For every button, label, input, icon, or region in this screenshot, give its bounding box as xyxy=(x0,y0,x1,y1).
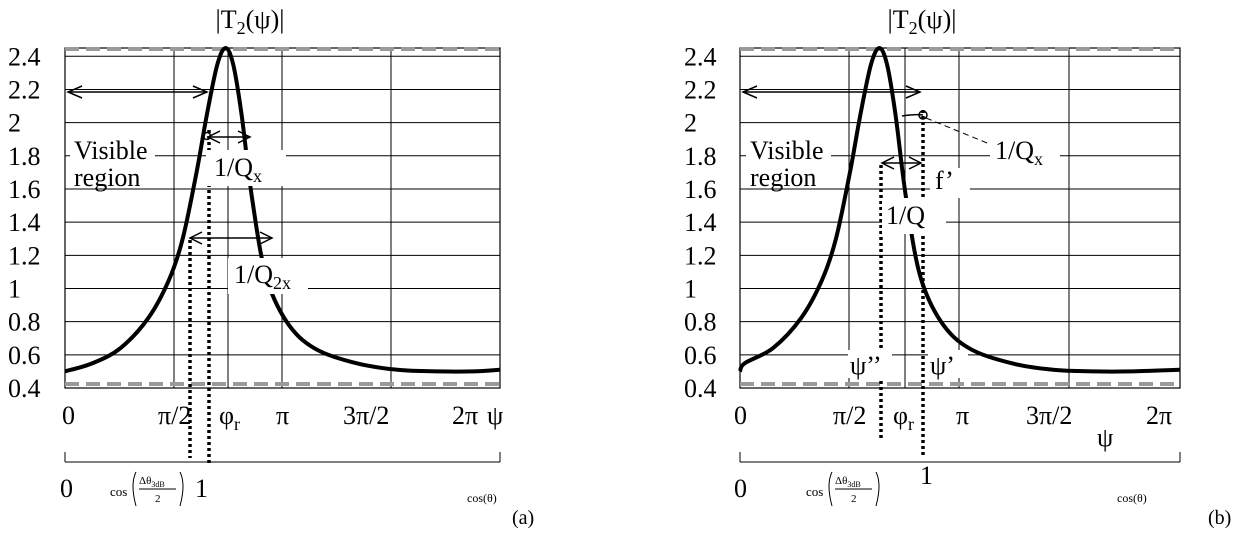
cos-tick-0-b: 0 xyxy=(734,474,747,503)
y-tick-label-b-8: 0.8 xyxy=(684,308,717,337)
y-tick-label-a-1: 2.2 xyxy=(8,75,41,104)
y-tick-label-a-4: 1.6 xyxy=(8,175,41,204)
svg-text:cos: cos xyxy=(806,484,823,499)
y-tick-label-b-0: 2.4 xyxy=(684,42,717,71)
cos-tick-1-a: 1 xyxy=(195,474,208,503)
q-x-label-a: 1/Qx xyxy=(214,153,262,186)
label-bg-qx-b xyxy=(990,134,1060,164)
x-axis-label-a: ψ xyxy=(487,401,503,430)
label-bg-visible-b xyxy=(746,132,831,188)
y-tick-label-a-3: 1.8 xyxy=(8,142,41,171)
y-tick-label-a-0: 2.4 xyxy=(8,42,41,71)
label-bg-psi1-b xyxy=(928,350,968,378)
y-tick-label-b-6: 1.2 xyxy=(684,241,717,270)
title-a: |T2(ψ)| xyxy=(216,5,285,38)
cos-axis-a xyxy=(64,452,501,463)
y-tick-label-a-8: 0.8 xyxy=(8,308,41,337)
x-tick-2pi-a: 2π xyxy=(452,401,478,430)
panel-a: |T2(ψ)| 2.4 2.2 2 1.8 1.6 1.4 1.2 1 0.8 0.6 0.4 Vi… xyxy=(8,5,534,529)
label-bg-qx-a xyxy=(206,150,286,186)
cos-axis-b xyxy=(739,452,1181,463)
visible-label-a: Visible xyxy=(74,136,148,165)
x-tick-0-b: 0 xyxy=(734,401,747,430)
qx-leader-line-b xyxy=(925,117,993,146)
panel-label-b: (b) xyxy=(1208,507,1231,529)
y-tick-label-b-3: 1.8 xyxy=(684,142,717,171)
x-tick-2pi-b: 2π xyxy=(1146,401,1172,430)
cos-axis-label-b: cos(θ) xyxy=(1117,491,1147,505)
y-tick-label-a-10: 0.4 xyxy=(8,374,41,403)
response-curve-a xyxy=(64,45,501,374)
x-tick-phir-b: φr xyxy=(893,401,914,434)
marker-curve-b xyxy=(901,113,924,117)
psi-double-prime-label-b: ψ’’ xyxy=(850,351,882,380)
x-tick-3pi2-a: 3π/2 xyxy=(343,401,389,430)
arrows-a xyxy=(66,85,274,245)
x-tick-pi2-b: π/2 xyxy=(833,401,866,430)
cos-delta-label-a: cos Δθ3dB 2 xyxy=(110,471,184,507)
y-tick-label-a-6: 1.2 xyxy=(8,241,41,270)
svg-text:2: 2 xyxy=(851,493,857,505)
y-tick-labels-b: 2.4 2.2 2 1.8 1.6 1.4 1.2 1 0.8 0.6 0.4 xyxy=(684,42,717,403)
y-tick-label-a-7: 1 xyxy=(8,274,21,303)
visible-label-b: Visible xyxy=(750,136,824,165)
svg-text:Δθ3dB: Δθ3dB xyxy=(139,475,165,489)
f-prime-label-b: f’ xyxy=(935,166,954,195)
panel-b: |T2(ψ)| 2.4 2.2 2 1.8 1.6 1.4 1.2 1 0.8 0.6 0.4 Vi… xyxy=(684,5,1231,529)
svg-text:cos: cos xyxy=(110,484,127,499)
q-2x-label-a: 1/Q2x xyxy=(234,260,291,293)
q-label-b: 1/Q xyxy=(886,201,925,230)
y-tick-label-a-2: 2 xyxy=(8,109,21,138)
y-tick-label-b-1: 2.2 xyxy=(684,75,717,104)
label-bg-q2x-a xyxy=(228,258,308,294)
y-tick-label-b-2: 2 xyxy=(684,109,697,138)
y-tick-label-a-9: 0.6 xyxy=(8,341,41,370)
region-label-a: region xyxy=(74,163,140,192)
x-tick-pi-b: π xyxy=(956,401,969,430)
svg-text:2: 2 xyxy=(155,493,161,505)
y-tick-label-b-5: 1.4 xyxy=(684,208,717,237)
grid-b xyxy=(740,48,1181,389)
x-tick-pi2-a: π/2 xyxy=(158,401,191,430)
cos-delta-label-b: cos Δθ3dB 2 xyxy=(806,471,880,507)
y-tick-label-b-9: 0.6 xyxy=(684,341,717,370)
arrows-b xyxy=(741,85,923,170)
cos-tick-1-b: 1 xyxy=(920,461,933,490)
response-curve-b xyxy=(738,45,1181,374)
y-tick-label-a-5: 1.4 xyxy=(8,208,41,237)
x-tick-0-a: 0 xyxy=(62,401,75,430)
cos-axis-label-a: cos(θ) xyxy=(467,491,497,505)
x-tick-3pi2-b: 3π/2 xyxy=(1026,401,1072,430)
y-tick-labels-a: 2.4 2.2 2 1.8 1.6 1.4 1.2 1 0.8 0.6 0.4 xyxy=(8,42,41,403)
y-tick-label-b-10: 0.4 xyxy=(684,374,717,403)
panel-label-a: (a) xyxy=(512,507,534,529)
y-tick-label-b-4: 1.6 xyxy=(684,175,717,204)
x-tick-pi-a: π xyxy=(276,401,289,430)
region-label-b: region xyxy=(750,163,816,192)
label-bg-visible-a xyxy=(70,132,155,188)
cos-tick-0-a: 0 xyxy=(60,474,73,503)
label-bg-f-b xyxy=(930,168,970,198)
y-tick-label-b-7: 1 xyxy=(684,274,697,303)
psi-prime-label-b: ψ’ xyxy=(930,351,955,380)
title-b: |T2(ψ)| xyxy=(888,5,957,38)
q-x-label-b: 1/Qx xyxy=(995,136,1043,169)
x-axis-label-b: ψ xyxy=(1097,423,1113,452)
svg-text:Δθ3dB: Δθ3dB xyxy=(835,475,861,489)
label-bg-psi2-b xyxy=(848,350,892,378)
plot-frame-b xyxy=(739,47,1181,389)
x-tick-phir-a: φr xyxy=(219,401,240,434)
label-bg-q-b xyxy=(882,198,946,234)
